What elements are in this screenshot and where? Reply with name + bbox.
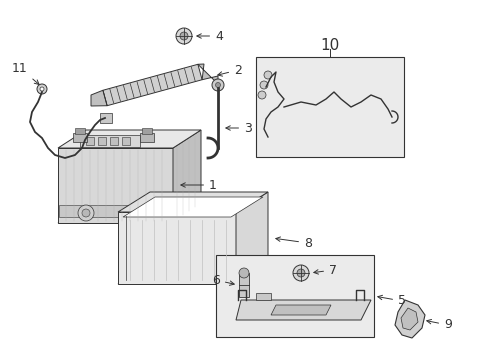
Polygon shape: [58, 205, 201, 223]
Polygon shape: [173, 130, 201, 223]
Bar: [122, 137, 130, 145]
Text: 7: 7: [313, 264, 336, 276]
Polygon shape: [118, 264, 267, 284]
Circle shape: [264, 71, 271, 79]
Polygon shape: [270, 305, 330, 315]
Polygon shape: [118, 192, 267, 212]
Circle shape: [215, 82, 220, 87]
Bar: [256, 57, 403, 157]
Text: 4: 4: [197, 30, 223, 42]
Circle shape: [82, 209, 90, 217]
Bar: [142, 128, 152, 134]
Polygon shape: [256, 293, 270, 300]
Text: 5: 5: [377, 294, 405, 307]
Circle shape: [260, 81, 267, 89]
Polygon shape: [400, 308, 417, 330]
Bar: [100, 113, 112, 123]
Bar: [216, 255, 373, 337]
Polygon shape: [58, 148, 173, 223]
Circle shape: [212, 79, 224, 91]
Polygon shape: [58, 130, 201, 148]
Text: 3: 3: [225, 122, 251, 135]
Circle shape: [296, 269, 305, 277]
Polygon shape: [123, 197, 263, 217]
Bar: [239, 273, 248, 297]
Circle shape: [239, 268, 248, 278]
Bar: [80, 135, 140, 147]
Text: 1: 1: [181, 179, 217, 192]
Bar: [110, 137, 118, 145]
Circle shape: [37, 84, 47, 94]
Bar: [86, 137, 94, 145]
Circle shape: [292, 265, 308, 281]
Polygon shape: [236, 300, 370, 320]
Polygon shape: [394, 300, 424, 338]
Bar: [98, 137, 106, 145]
Bar: [140, 133, 154, 142]
Text: 9: 9: [426, 319, 451, 332]
Circle shape: [180, 32, 187, 40]
Polygon shape: [198, 64, 218, 84]
Polygon shape: [118, 212, 236, 284]
Polygon shape: [91, 90, 107, 106]
Text: 10: 10: [320, 37, 339, 53]
Circle shape: [176, 28, 192, 44]
Text: 8: 8: [275, 237, 311, 249]
Bar: [73, 133, 87, 142]
Polygon shape: [236, 192, 267, 284]
Circle shape: [78, 205, 94, 221]
Text: 6: 6: [212, 274, 234, 287]
Polygon shape: [102, 64, 202, 106]
Bar: [75, 128, 85, 134]
Circle shape: [40, 87, 44, 91]
Circle shape: [258, 91, 265, 99]
Text: 2: 2: [217, 63, 242, 77]
Bar: [59, 205, 172, 217]
Text: 11: 11: [12, 62, 39, 85]
